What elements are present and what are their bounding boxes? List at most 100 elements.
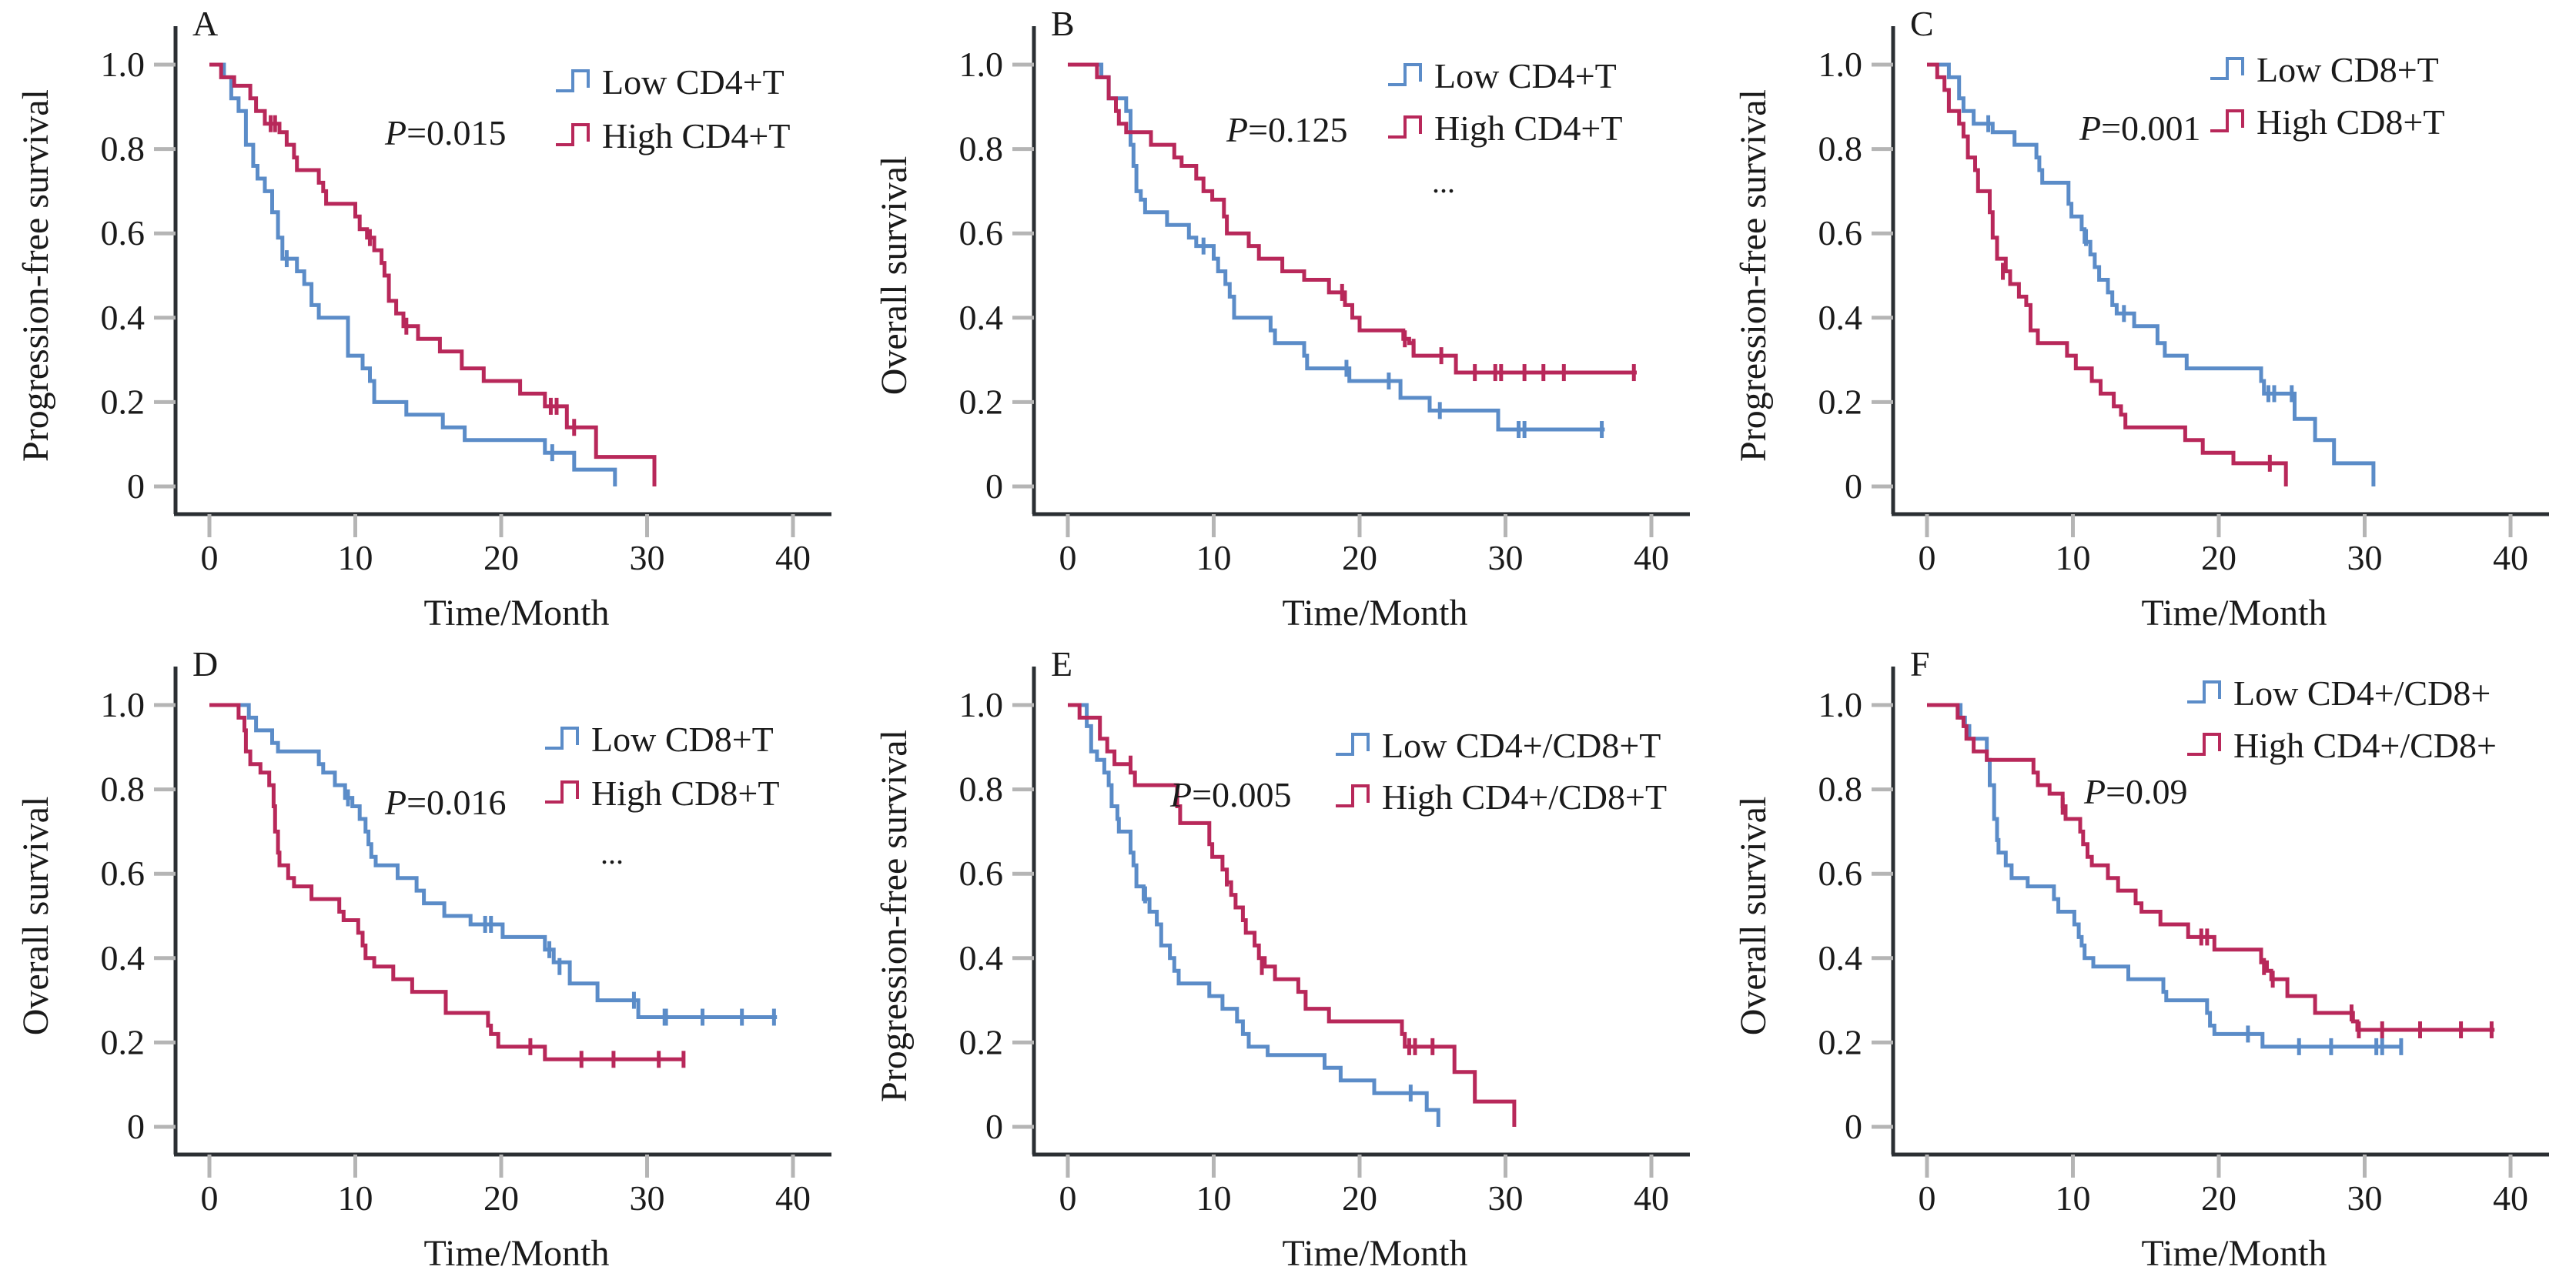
- x-tick-label: 10: [2056, 1178, 2091, 1218]
- p-value: P=0.125: [1226, 110, 1348, 149]
- x-axis-label: Time/Month: [424, 593, 610, 633]
- x-tick-label: 30: [2347, 538, 2383, 577]
- panel-c: C Progression-free survival 0 0.2 0.4 0.6 0.8 1…: [1718, 0, 2576, 640]
- panel-a: A Progression-free survival 0 0.2 0.4 0.6 0.8 1…: [0, 0, 858, 640]
- panel-letter: C: [1910, 4, 1934, 43]
- legend-symbol-high: [545, 780, 579, 804]
- y-tick-label: 0.4: [1818, 938, 1863, 978]
- x-axis-label: Time/Month: [1283, 1233, 1468, 1274]
- series-low-line: [1068, 703, 1440, 1127]
- legend-symbol-high: [556, 123, 590, 146]
- p-value-number: =0.001: [2101, 109, 2200, 148]
- x-tick-label: 0: [201, 1178, 219, 1218]
- p-value-number: =0.125: [1248, 110, 1347, 149]
- p-value: P=0.09: [2083, 772, 2188, 811]
- legend-ellipsis: ...: [601, 836, 624, 871]
- legend-symbol-high: [1388, 115, 1422, 139]
- x-tick-label: 40: [1634, 538, 1669, 577]
- x-tick-label: 0: [1059, 538, 1077, 577]
- p-value-number: =0.09: [2106, 772, 2187, 811]
- x-tick-label: 10: [1196, 1178, 1232, 1218]
- y-axis-label: Progression-free survival: [15, 89, 56, 462]
- y-tick-label: 0.2: [959, 1022, 1004, 1061]
- series-high-line: [1927, 62, 2288, 486]
- y-tick-label: 1.0: [959, 45, 1004, 84]
- x-tick-label: 10: [338, 1178, 373, 1218]
- legend-symbol-low: [1388, 63, 1422, 86]
- legend-label: High CD8+T: [591, 774, 779, 813]
- legend-label: Low CD8+T: [2257, 50, 2439, 89]
- x-tick-label: 30: [630, 1178, 665, 1218]
- y-tick-label: 0: [127, 466, 145, 506]
- y-tick-label: 0: [1845, 1107, 1862, 1146]
- y-axis-label: Overall survival: [1733, 797, 1774, 1036]
- x-axis-label: Time/Month: [1283, 593, 1468, 633]
- legend-symbol-low: [545, 727, 579, 750]
- legend-symbol-high: [2187, 733, 2221, 756]
- legend-symbol-low: [2187, 680, 2221, 703]
- x-tick-label: 20: [2201, 1178, 2236, 1218]
- legend-ellipsis: ...: [1432, 165, 1455, 199]
- y-tick-label: 1.0: [1818, 45, 1863, 84]
- x-axis-label: Time/Month: [424, 1233, 610, 1274]
- x-tick-label: 0: [201, 538, 219, 577]
- p-value: P=0.005: [1169, 775, 1292, 814]
- p-value: P=0.015: [384, 113, 507, 152]
- y-tick-label: 0.4: [101, 938, 146, 978]
- legend-label: Low CD4+/CD8+: [2233, 673, 2491, 713]
- x-axis-label: Time/Month: [2142, 1233, 2327, 1274]
- legend-label: High CD4+T: [602, 116, 790, 155]
- km-chart: C Progression-free survival 0 0.2 0.4 0.6 0.8 1…: [1733, 4, 2549, 633]
- p-value-symbol: P: [384, 113, 406, 152]
- km-chart: F Overall survival 0 0.2 0.4 0.6 0.8 1.0 0 10 20 30…: [1733, 644, 2549, 1274]
- p-value-symbol: P: [1169, 775, 1192, 814]
- y-tick-label: 0.4: [959, 298, 1004, 337]
- series-high-line: [209, 703, 685, 1061]
- y-tick-label: 0.4: [101, 298, 146, 337]
- p-value-symbol: P: [384, 783, 406, 822]
- x-tick-label: 10: [338, 538, 373, 577]
- x-tick-label: 0: [1919, 538, 1936, 577]
- y-tick-label: 0.8: [1818, 770, 1863, 809]
- x-tick-label: 40: [2493, 1178, 2528, 1218]
- legend-symbol-low: [1336, 733, 1370, 756]
- series-low-line: [209, 62, 617, 486]
- x-tick-label: 30: [630, 538, 665, 577]
- y-tick-label: 0.4: [1818, 298, 1863, 337]
- legend-symbol-high: [2210, 109, 2244, 132]
- x-axis-label: Time/Month: [2142, 593, 2327, 633]
- legend-label: Low CD4+T: [602, 62, 785, 102]
- panel-letter: A: [192, 4, 218, 43]
- y-tick-label: 0.6: [959, 213, 1004, 252]
- p-value-number: =0.015: [406, 113, 506, 152]
- x-tick-label: 20: [1342, 1178, 1377, 1218]
- y-tick-label: 1.0: [959, 685, 1004, 724]
- legend-label: Low CD8+T: [591, 720, 774, 759]
- p-value: P=0.016: [384, 783, 507, 822]
- x-tick-label: 20: [2201, 538, 2236, 577]
- y-tick-label: 1.0: [101, 685, 146, 724]
- panel-letter: E: [1051, 644, 1072, 683]
- legend-label: High CD4+T: [1434, 109, 1622, 148]
- series-high-line: [1068, 62, 1637, 375]
- series-low-line: [1927, 62, 2376, 486]
- series-low-line: [1068, 62, 1605, 432]
- x-tick-label: 40: [775, 1178, 811, 1218]
- km-chart: E Progression-free survival 0 0.2 0.4 0.6 0.8 1…: [874, 644, 1690, 1274]
- p-value: P=0.001: [2079, 109, 2201, 148]
- y-tick-label: 1.0: [1818, 685, 1863, 724]
- p-value-number: =0.005: [1192, 775, 1291, 814]
- y-tick-label: 0: [985, 1107, 1003, 1146]
- x-tick-label: 40: [1634, 1178, 1669, 1218]
- panel-f: F Overall survival 0 0.2 0.4 0.6 0.8 1.0 0 10 20 30…: [1718, 640, 2576, 1280]
- y-tick-label: 0.6: [1818, 213, 1863, 252]
- y-tick-label: 0.6: [959, 854, 1004, 893]
- y-tick-label: 0.2: [101, 382, 146, 421]
- legend-label: Low CD4+/CD8+T: [1382, 726, 1661, 765]
- y-axis-label: Overall survival: [15, 797, 56, 1036]
- x-tick-label: 0: [1059, 1178, 1077, 1218]
- legend-symbol-high: [1336, 784, 1370, 807]
- y-tick-label: 0.8: [101, 770, 146, 809]
- x-tick-label: 40: [775, 538, 811, 577]
- y-tick-label: 0.6: [1818, 854, 1863, 893]
